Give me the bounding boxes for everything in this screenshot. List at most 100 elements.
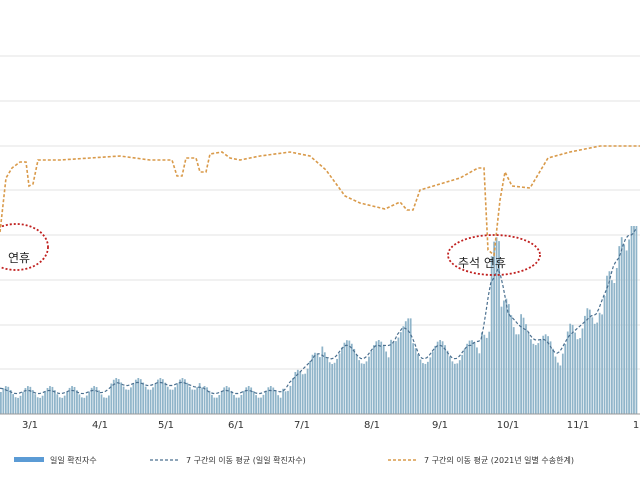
daily-case-bar — [157, 379, 159, 414]
daily-case-bar — [66, 391, 69, 414]
daily-case-bar — [419, 359, 422, 414]
daily-case-bar — [618, 246, 621, 414]
daily-case-bar — [22, 391, 24, 414]
daily-case-bar — [29, 386, 32, 414]
daily-case-bar — [515, 334, 518, 414]
daily-case-bar — [78, 394, 81, 414]
daily-case-bar — [458, 360, 461, 414]
daily-case-bar — [191, 389, 194, 414]
daily-case-bar — [444, 345, 446, 414]
daily-case-bar — [203, 386, 206, 414]
daily-case-bar — [613, 283, 616, 414]
daily-case-bar — [282, 388, 284, 414]
daily-case-bar — [525, 324, 527, 414]
daily-case-bar — [304, 373, 307, 414]
daily-case-bar — [601, 314, 603, 414]
daily-case-bar — [117, 379, 120, 414]
daily-case-bar — [368, 356, 370, 414]
daily-case-bar — [245, 387, 248, 414]
daily-case-bar — [277, 395, 280, 414]
daily-case-bar — [424, 363, 427, 414]
daily-case-bar — [186, 382, 189, 414]
daily-case-bar — [574, 332, 576, 414]
daily-case-bar — [429, 357, 432, 414]
daily-case-bar — [171, 389, 174, 414]
daily-case-bar — [512, 327, 515, 414]
daily-case-bar — [154, 383, 157, 414]
daily-case-bar — [620, 237, 623, 414]
daily-case-bar — [152, 387, 154, 414]
daily-case-bar — [19, 395, 22, 414]
daily-case-bar — [17, 397, 19, 414]
gridlines — [0, 55, 640, 370]
daily-case-bar — [333, 362, 336, 414]
daily-case-bar — [296, 369, 299, 414]
daily-case-bar — [46, 387, 49, 414]
daily-case-bar — [176, 383, 179, 414]
daily-case-bar — [527, 332, 530, 414]
daily-case-bar — [265, 390, 267, 414]
daily-case-bar — [220, 391, 223, 414]
daily-case-bar — [90, 387, 93, 414]
daily-case-bar — [12, 394, 15, 414]
daily-case-bar — [360, 363, 363, 414]
daily-case-bar — [98, 390, 100, 414]
daily-case-bar — [493, 241, 495, 414]
daily-case-bar — [247, 386, 250, 414]
daily-case-bar — [505, 298, 508, 414]
daily-case-bar — [375, 341, 378, 414]
legend-label-limit: 7 구간의 이동 평균 (2021년 일별 수송한계) — [424, 455, 574, 465]
daily-case-bar — [395, 341, 397, 414]
daily-case-bar — [586, 308, 589, 414]
daily-case-bar — [31, 390, 34, 414]
daily-case-bar — [14, 397, 17, 414]
daily-case-bar — [242, 390, 245, 414]
daily-case-bar — [240, 394, 243, 414]
daily-case-bar — [579, 338, 581, 414]
daily-case-bar — [95, 387, 98, 414]
daily-case-bar — [73, 386, 76, 414]
daily-case-bar — [544, 334, 547, 414]
daily-case-bar — [576, 339, 579, 414]
daily-case-bar — [490, 256, 493, 414]
daily-case-bar — [615, 267, 618, 414]
daily-case-bar — [103, 397, 105, 414]
daily-case-bar — [196, 387, 199, 414]
daily-case-bar — [343, 342, 346, 414]
daily-case-bar — [198, 383, 201, 414]
daily-case-bar — [348, 340, 351, 414]
daily-case-bar — [399, 332, 402, 414]
daily-case-bar — [149, 389, 152, 414]
daily-case-bar — [571, 324, 574, 414]
daily-case-bar — [392, 341, 395, 414]
daily-case-bar — [500, 306, 503, 414]
annotation-chuseok: 추석 연휴 — [458, 256, 506, 270]
legend-label-daily: 일일 확진자수 — [50, 455, 97, 465]
daily-case-bar — [88, 391, 91, 414]
daily-case-bar — [534, 345, 537, 414]
daily-case-bar — [269, 386, 272, 414]
daily-case-bar — [49, 386, 51, 414]
legend-label-ma: 7 구간의 이동 평균 (일일 확진자수) — [186, 455, 306, 465]
holiday-circle-left — [0, 223, 49, 271]
daily-case-bar — [468, 340, 471, 414]
daily-case-bar — [39, 397, 42, 414]
daily-case-bar — [193, 389, 196, 414]
daily-case-bar — [56, 394, 59, 414]
daily-case-bar — [107, 395, 110, 414]
x-tick-label: 1 — [633, 420, 639, 431]
daily-case-bar — [353, 348, 356, 414]
daily-case-bar — [100, 394, 103, 414]
daily-case-bar — [257, 397, 260, 414]
daily-case-bar — [267, 387, 270, 414]
daily-case-bar — [363, 363, 365, 414]
daily-case-bar — [390, 339, 392, 414]
daily-case-bar — [287, 390, 289, 414]
daily-case-bar — [328, 362, 331, 414]
daily-case-bar — [0, 392, 2, 414]
daily-case-bar — [507, 304, 510, 414]
daily-case-bar — [485, 337, 488, 414]
daily-case-bar — [483, 334, 486, 414]
daily-case-bar — [365, 361, 368, 414]
daily-case-bar — [539, 339, 542, 414]
